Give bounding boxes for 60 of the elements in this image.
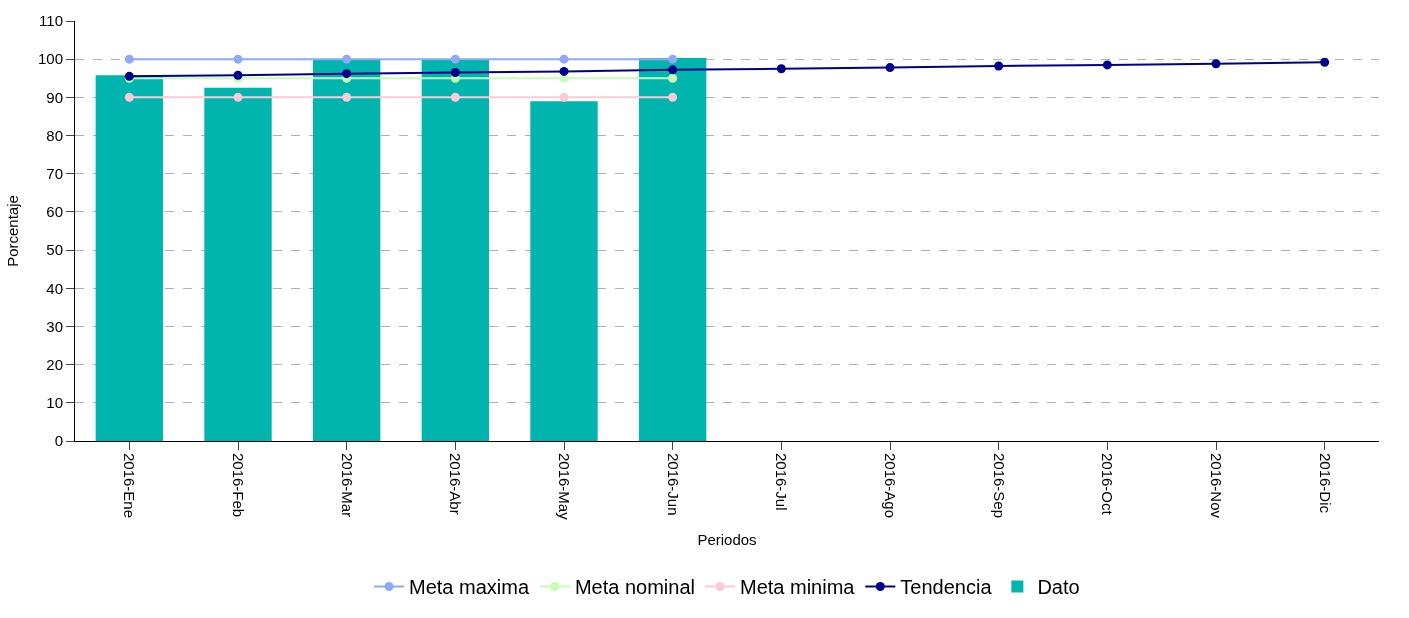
bar: [204, 87, 272, 441]
legend-label: Dato: [1037, 576, 1080, 599]
point: [559, 54, 569, 64]
point: [776, 64, 786, 74]
x-tick-label: 2016-Jul: [773, 453, 791, 511]
legend-label: Meta nominal: [574, 576, 695, 599]
point: [668, 54, 678, 64]
point: [124, 54, 134, 64]
y-tick-label: 40: [46, 279, 63, 297]
y-axis-title: Porcentaje: [4, 195, 22, 267]
y-tick-label: 60: [46, 203, 63, 221]
y-tick-label: 80: [46, 126, 63, 144]
y-tick-label: 90: [46, 88, 63, 106]
x-tick-label: 2016-Mar: [338, 453, 356, 518]
x-tick-label: 2016-Ene: [121, 453, 139, 519]
point: [1320, 57, 1330, 67]
y-tick-label: 110: [39, 12, 63, 30]
point: [559, 92, 569, 102]
x-tick-label: 2016-May: [556, 453, 574, 521]
y-tick-label: 0: [54, 432, 63, 450]
x-tick-label: 2016-Feb: [230, 453, 248, 518]
point: [450, 54, 460, 64]
x-tick-label: 2016-Abr: [447, 453, 465, 515]
point: [1211, 59, 1221, 69]
x-tick-label: 2016-Sep: [990, 453, 1008, 519]
legend-label: Tendencia: [900, 576, 993, 599]
point: [994, 61, 1004, 71]
legend-label: Meta maxima: [409, 576, 530, 599]
point: [668, 65, 678, 75]
x-axis-title: Periodos: [697, 531, 757, 549]
y-tick-label: 100: [37, 50, 63, 68]
point: [450, 92, 460, 102]
y-tick-label: 70: [46, 164, 63, 182]
point: [342, 69, 352, 79]
x-tick-label: 2016-Ago: [882, 453, 900, 519]
y-tick-label: 30: [46, 317, 63, 335]
point: [342, 92, 352, 102]
bar: [421, 59, 490, 441]
point: [124, 92, 134, 102]
x-tick-label: 2016-Jun: [664, 453, 682, 516]
point: [450, 68, 460, 78]
point: [233, 54, 243, 64]
x-tick-label: 2016-Dic: [1316, 453, 1334, 514]
point: [668, 92, 678, 102]
y-tick-label: 50: [46, 241, 63, 259]
x-tick-label: 2016-Nov: [1208, 453, 1226, 519]
point: [668, 73, 678, 83]
y-tick-label: 20: [46, 355, 63, 373]
bar: [638, 58, 707, 441]
bar: [312, 59, 381, 441]
bar: [95, 75, 164, 441]
x-tick-label: 2016-Oct: [1099, 453, 1117, 516]
y-tick-label: 10: [46, 394, 63, 412]
point: [342, 54, 352, 64]
legend-label: Meta minima: [739, 576, 856, 599]
point: [233, 92, 243, 102]
point: [559, 66, 569, 76]
bar: [530, 101, 598, 441]
point: [1102, 60, 1112, 70]
point: [885, 63, 895, 73]
